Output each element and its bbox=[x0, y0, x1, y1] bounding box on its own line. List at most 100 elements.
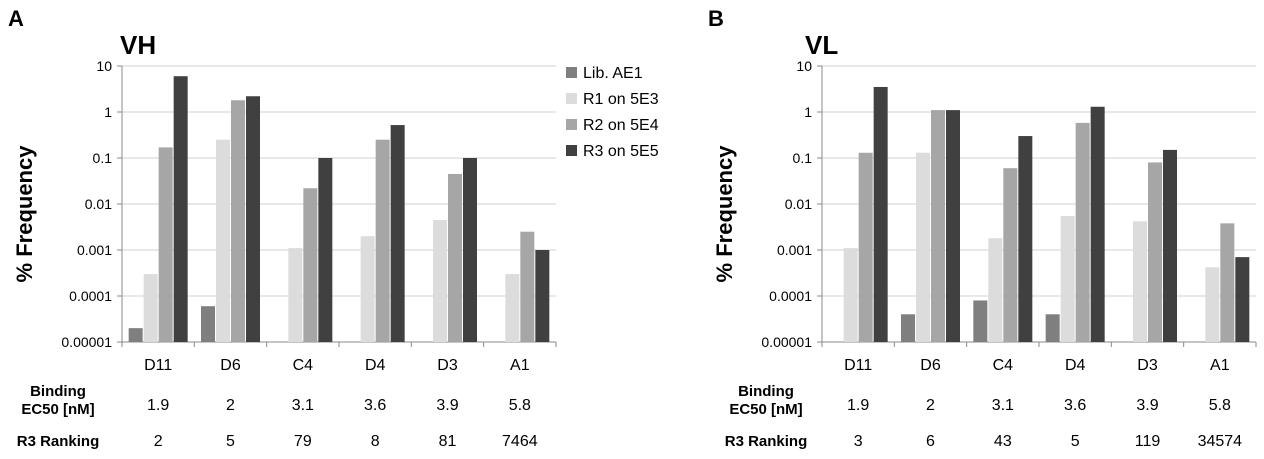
y-tick-label: 10 bbox=[796, 58, 812, 74]
bar-r1-on-5e3-d11 bbox=[843, 248, 858, 342]
legend-label: R1 on 5E3 bbox=[583, 91, 659, 108]
ec50-value: 5.8 bbox=[1209, 397, 1231, 414]
x-tick-label: D11 bbox=[844, 357, 872, 374]
bar-r1-on-5e3-d4 bbox=[1060, 215, 1075, 342]
y-tick-label: 0.0001 bbox=[769, 288, 812, 304]
legend-swatch bbox=[566, 145, 577, 156]
legend-label: Lib. AE1 bbox=[583, 65, 643, 82]
bar-r1-on-5e3-d6 bbox=[216, 139, 230, 342]
legend-label: R3 on 5E5 bbox=[583, 143, 659, 160]
y-tick-label: 0.0001 bbox=[69, 288, 112, 304]
bar-r3-on-5e5-d6 bbox=[246, 96, 260, 342]
bar-r2-on-5e4-d3 bbox=[1148, 162, 1162, 342]
bar-r3-on-5e5-d3 bbox=[463, 158, 477, 342]
bar-r2-on-5e4-a1 bbox=[520, 231, 535, 342]
r3-ranking-value: 81 bbox=[439, 433, 457, 450]
bar-r1-on-5e3-a1 bbox=[1205, 267, 1220, 342]
panel-b: B VL % Frequency 10 1 0.1 0.01 0.001 0.0001 0.000… bbox=[708, 6, 1257, 450]
ec50-value: 3.9 bbox=[1136, 397, 1158, 414]
bar-r1-on-5e3-d3 bbox=[433, 219, 447, 342]
bar-r2-on-5e4-d4 bbox=[375, 139, 390, 342]
x-tick-label: A1 bbox=[510, 357, 530, 374]
panel-a: A VH % Frequency 10 1 0.1 0.01 0.001 0.0001 0.000… bbox=[8, 6, 557, 450]
ec50-value: 3.6 bbox=[1064, 397, 1086, 414]
bar-r2-on-5e4-d11 bbox=[858, 152, 873, 342]
bar-r1-on-5e3-c4 bbox=[288, 248, 303, 342]
bar-r1-on-5e3-d11 bbox=[143, 274, 158, 342]
ec50-value: 1.9 bbox=[847, 397, 869, 414]
x-tick-label: D11 bbox=[144, 357, 172, 374]
ec50-value: 3.1 bbox=[292, 397, 314, 414]
chart-title: VL bbox=[805, 30, 838, 60]
x-tick-label: D3 bbox=[1137, 357, 1158, 374]
r3-ranking-value: 3 bbox=[854, 433, 863, 450]
y-tick-label: 0.00001 bbox=[61, 334, 112, 350]
bar-r2-on-5e4-d3 bbox=[448, 173, 462, 342]
bar-lib-ae1-d11 bbox=[128, 328, 143, 342]
ec50-label: EC50 [nM] bbox=[21, 401, 94, 418]
x-tick-label: C4 bbox=[993, 357, 1014, 374]
r3-ranking-value: 5 bbox=[226, 433, 235, 450]
ec50-value: 3.9 bbox=[436, 397, 458, 414]
y-axis-label: % Frequency bbox=[712, 145, 737, 283]
bar-r2-on-5e4-d11 bbox=[158, 147, 173, 342]
bar-r3-on-5e5-a1 bbox=[1235, 257, 1250, 342]
ec50-value: 1.9 bbox=[147, 397, 169, 414]
panel-letter: B bbox=[708, 6, 724, 31]
bar-r2-on-5e4-a1 bbox=[1220, 223, 1235, 342]
r3-ranking-value: 119 bbox=[1135, 433, 1161, 450]
bar-r3-on-5e5-d11 bbox=[873, 86, 888, 342]
bar-lib-ae1-d6 bbox=[201, 306, 215, 342]
ec50-label: EC50 [nM] bbox=[729, 401, 802, 418]
y-axis-label: % Frequency bbox=[12, 145, 37, 283]
bar-r3-on-5e5-c4 bbox=[318, 158, 333, 342]
bar-r3-on-5e5-d11 bbox=[173, 76, 188, 342]
y-tick-label: 10 bbox=[96, 58, 112, 74]
bar-r2-on-5e4-d6 bbox=[231, 100, 245, 342]
bar-r1-on-5e3-d6 bbox=[916, 152, 930, 342]
y-tick-label: 1 bbox=[104, 104, 112, 120]
ec50-value: 2 bbox=[226, 397, 235, 414]
chart-title: VH bbox=[120, 30, 156, 60]
y-tick-label: 0.01 bbox=[785, 196, 812, 212]
bar-r1-on-5e3-d4 bbox=[360, 236, 375, 342]
r3-ranking-value: 34574 bbox=[1198, 433, 1243, 450]
legend-swatch bbox=[566, 93, 577, 104]
r3-ranking-value: 7464 bbox=[502, 433, 538, 450]
y-tick-label: 1 bbox=[804, 104, 812, 120]
legend: Lib. AE1 R1 on 5E3 R2 on 5E4 R3 on 5E5 bbox=[566, 65, 659, 160]
x-tick-label: D4 bbox=[1065, 357, 1086, 374]
bar-r3-on-5e5-c4 bbox=[1018, 136, 1033, 342]
r3-ranking-label: R3 Ranking bbox=[725, 433, 808, 450]
bar-r3-on-5e5-d4 bbox=[390, 125, 405, 342]
bar-r1-on-5e3-c4 bbox=[988, 238, 1003, 342]
bar-r3-on-5e5-a1 bbox=[535, 250, 550, 342]
bar-r2-on-5e4-c4 bbox=[303, 188, 318, 342]
r3-ranking-label: R3 Ranking bbox=[17, 433, 100, 450]
r3-ranking-value: 79 bbox=[294, 433, 312, 450]
bar-lib-ae1-d4 bbox=[1045, 314, 1060, 342]
x-tick-label: D6 bbox=[220, 357, 241, 374]
ec50-value: 3.1 bbox=[992, 397, 1014, 414]
y-tick-label: 0.01 bbox=[85, 196, 112, 212]
bar-lib-ae1-c4 bbox=[973, 300, 988, 342]
panel-letter: A bbox=[8, 6, 24, 31]
y-tick-label: 0.1 bbox=[93, 150, 113, 166]
legend-swatch bbox=[566, 119, 577, 130]
binding-label: Binding bbox=[738, 383, 794, 400]
legend-swatch bbox=[566, 67, 577, 78]
binding-label: Binding bbox=[30, 383, 86, 400]
y-tick-label: 0.1 bbox=[793, 150, 813, 166]
r3-ranking-value: 5 bbox=[1071, 433, 1080, 450]
x-tick-label: A1 bbox=[1210, 357, 1230, 374]
bar-r3-on-5e5-d6 bbox=[946, 110, 960, 342]
y-tick-label: 0.00001 bbox=[761, 334, 812, 350]
x-tick-label: D4 bbox=[365, 357, 386, 374]
x-tick-label: D6 bbox=[920, 357, 941, 374]
bar-r1-on-5e3-a1 bbox=[505, 274, 520, 342]
x-tick-label: C4 bbox=[293, 357, 314, 374]
bar-r3-on-5e5-d3 bbox=[1163, 149, 1177, 342]
ec50-value: 2 bbox=[926, 397, 935, 414]
legend-label: R2 on 5E4 bbox=[583, 117, 659, 134]
r3-ranking-value: 2 bbox=[154, 433, 163, 450]
